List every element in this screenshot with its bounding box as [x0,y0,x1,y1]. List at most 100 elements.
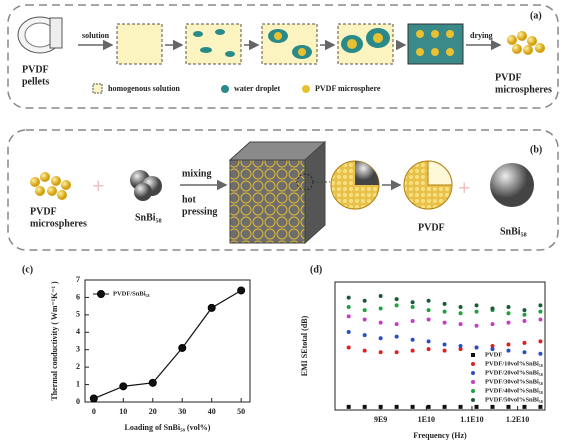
legend-marker [471,353,475,357]
panel-label: (b) [530,144,542,155]
marker [378,350,383,355]
panel-label: (a) [530,10,542,21]
label: microspheres [495,84,552,95]
y-tick-label: 3 [76,345,80,354]
marker [442,404,447,409]
label: microspheres [30,218,87,229]
marker [442,309,447,314]
plus: + [458,175,471,200]
y-tick-label: 7 [76,275,80,284]
marker [474,323,479,328]
marker [442,320,447,325]
label: SnBi₅₈ [500,226,527,237]
label: solution [82,31,110,40]
marker [506,304,511,309]
marker [522,350,527,355]
marker [426,339,431,344]
marker [538,339,543,344]
marker [410,404,415,409]
marker [474,309,479,314]
series-line [93,289,242,400]
label: PVDF [22,64,49,75]
label: mixing [182,168,211,179]
stage [116,23,163,65]
stage [337,23,394,65]
marker [378,404,383,409]
legend-swatch [92,83,103,94]
panel-box [7,129,559,251]
legend-marker [471,371,475,375]
label: hot [182,194,197,205]
y-tick-label: 1 [76,379,80,388]
plot-frame [84,279,251,403]
legend-swatch [221,85,229,93]
stage [185,23,242,65]
core-shell-sphere [330,160,380,210]
label: PVDF [30,206,57,217]
label: drying [470,31,493,40]
x-tick-label: 1.1E10 [460,415,483,424]
marker [394,297,399,302]
marker [362,404,367,409]
marker [538,317,543,322]
marker [458,347,463,352]
marker [89,394,98,403]
marker [378,306,383,311]
marker [458,311,463,316]
marker [442,342,447,347]
legend-label: PVDF/10vol%SnBi₅₈ [485,360,543,367]
marker [178,343,187,352]
composite-cube [228,140,327,245]
snbi-icon [130,170,162,201]
marker [362,298,367,303]
marker [474,404,479,409]
marker [426,317,431,322]
marker [410,348,415,353]
stage [261,23,318,65]
x-axis-label: Loading of SnBi₅₈ (vol%) [125,423,211,432]
marker [346,304,351,309]
marker [394,334,399,339]
marker [362,317,367,322]
y-tick-label: 4 [76,327,80,336]
marker [346,314,351,319]
marker [362,333,367,338]
x-tick-label: 9E9 [374,415,387,424]
marker [362,308,367,313]
marker [426,308,431,313]
marker [458,322,463,327]
marker [522,404,527,409]
legend-marker [471,362,475,366]
marker [394,322,399,327]
legend-marker [97,290,105,298]
marker [458,344,463,348]
legend-marker [471,380,475,384]
legend-marker [471,398,475,402]
label: SnBi₅₈ [135,212,162,223]
marker [346,295,351,300]
marker [458,404,463,409]
marker [346,345,351,350]
marker [237,286,246,295]
pellets-icon [17,16,63,54]
marker [410,304,415,309]
marker [506,342,511,347]
x-axis-label: Frequency (Hz) [413,431,467,440]
legend-label: PVDF microsphere [315,84,381,93]
panel-label: (c) [22,264,33,275]
marker [490,347,495,352]
x-tick-label: 1E10 [418,415,435,424]
marker [490,344,495,348]
marker [442,348,447,353]
microspheres-icon [507,31,545,55]
legend-swatch [302,85,310,93]
marker [474,345,479,350]
marker [538,303,543,308]
x-tick-label: 50 [237,407,245,416]
legend-label: PVDF/20vol%SnBi₅₈ [485,369,543,376]
legend-label: water droplet [234,84,280,93]
marker [394,350,399,355]
legend-label: PVDF/30vol%SnBi₅₈ [485,378,543,385]
label: pellets [22,76,49,87]
marker [119,382,128,391]
